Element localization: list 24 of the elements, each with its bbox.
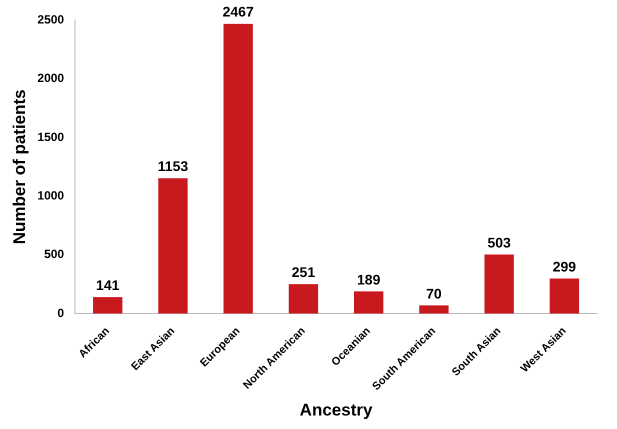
bar [550, 278, 580, 314]
data-label: 299 [552, 258, 576, 274]
data-label: 503 [487, 234, 512, 250]
y-tick-label: 2500 [37, 12, 64, 26]
y-tick-label: 1500 [37, 130, 64, 144]
bar [93, 297, 122, 314]
bar [158, 178, 188, 314]
y-tick-label: 2000 [37, 71, 64, 86]
y-tick-label: 0 [57, 306, 64, 320]
bar [354, 291, 384, 314]
data-label: 1153 [158, 158, 188, 174]
bar [288, 284, 318, 314]
bar [484, 254, 514, 314]
data-label: 251 [292, 264, 316, 280]
y-tick-label: 1000 [37, 188, 64, 202]
y-axis-title: Number of patients [10, 89, 29, 244]
y-tick-label: 500 [44, 247, 64, 262]
data-label: 141 [96, 276, 120, 293]
x-axis-title: Ancestry [300, 400, 373, 420]
data-label: 2467 [222, 4, 254, 20]
bar [224, 24, 253, 314]
bar [419, 305, 449, 314]
data-label: 70 [426, 285, 442, 302]
data-label: 189 [356, 271, 381, 288]
